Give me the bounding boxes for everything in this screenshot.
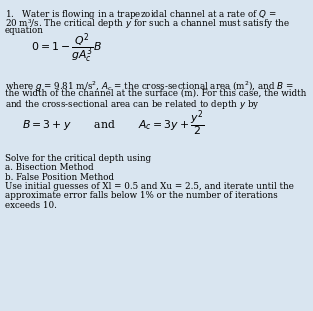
Text: 1.   Water is flowing in a trapezoidal channel at a rate of $Q$ =: 1. Water is flowing in a trapezoidal cha… — [5, 8, 276, 21]
Text: exceeds 10.: exceeds 10. — [5, 201, 57, 210]
Text: $0 = 1 - \dfrac{Q^2}{gA_c^3}B$: $0 = 1 - \dfrac{Q^2}{gA_c^3}B$ — [31, 31, 102, 65]
Text: a. Bisection Method: a. Bisection Method — [5, 163, 93, 172]
Text: the width of the channel at the surface (m). For this case, the width: the width of the channel at the surface … — [5, 89, 306, 98]
Text: and the cross-sectional area can be related to depth $y$ by: and the cross-sectional area can be rela… — [5, 98, 259, 111]
Text: Use initial guesses of Xl = 0.5 and Xu = 2.5, and iterate until the: Use initial guesses of Xl = 0.5 and Xu =… — [5, 182, 294, 191]
Text: b. False Position Method: b. False Position Method — [5, 173, 114, 182]
Text: $B = 3 + y$       and       $A_c = 3y + \dfrac{y^2}{2}$: $B = 3 + y$ and $A_c = 3y + \dfrac{y^2}{… — [22, 108, 204, 138]
Text: where $g$ = 9.81 m/s$^2$, $A_c$ = the cross-sectional area (m$^2$), and $B$ =: where $g$ = 9.81 m/s$^2$, $A_c$ = the cr… — [5, 79, 294, 94]
Text: equation: equation — [5, 26, 44, 35]
Text: approximate error falls below 1% or the number of iterations: approximate error falls below 1% or the … — [5, 191, 277, 200]
Text: Solve for the critical depth using: Solve for the critical depth using — [5, 154, 151, 163]
Text: 20 m³/s. The critical depth $y$ for such a channel must satisfy the: 20 m³/s. The critical depth $y$ for such… — [5, 17, 290, 30]
